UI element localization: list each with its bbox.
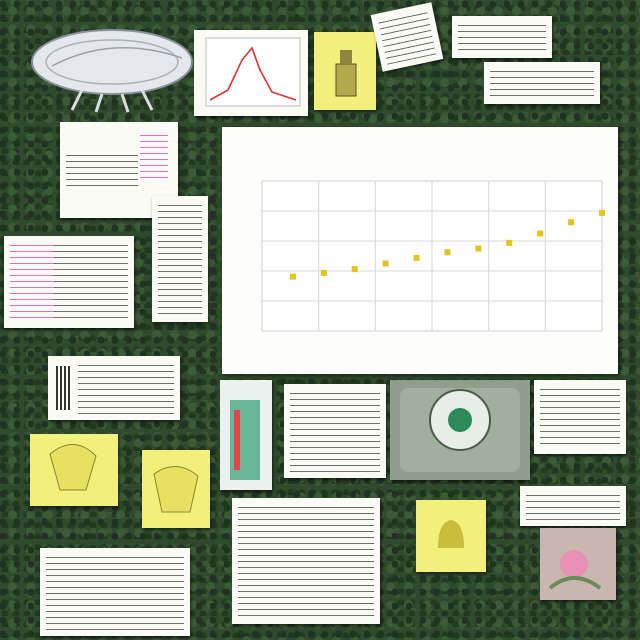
plant-icon <box>49 444 97 491</box>
note-card-right <box>484 62 600 104</box>
insect-illustration-icon <box>31 29 193 113</box>
data-point <box>506 239 513 246</box>
data-point <box>382 260 389 267</box>
document-card-bottom-left <box>40 548 190 636</box>
document-card-3 <box>4 236 134 328</box>
data-point <box>568 219 575 226</box>
plant-icon-2 <box>153 466 199 513</box>
device-icon <box>335 50 357 97</box>
document-card-2 <box>152 196 208 322</box>
yellow-bell-card <box>416 500 486 572</box>
data-point <box>413 254 420 261</box>
note-card-top-right <box>452 16 552 58</box>
line-chart-card <box>194 30 308 116</box>
document-card-center <box>284 384 386 478</box>
mini-line-chart <box>205 37 301 107</box>
handheld-scanner-icon <box>390 380 530 480</box>
data-point <box>289 273 296 280</box>
data-point <box>351 266 358 273</box>
scatter-chart <box>261 180 605 332</box>
data-point <box>475 245 482 252</box>
photo-card <box>540 528 616 600</box>
yellow-device-card <box>314 32 376 110</box>
data-point <box>320 269 327 276</box>
bell-icon <box>438 520 464 548</box>
lab-tube-card <box>220 380 272 490</box>
data-point <box>599 209 605 216</box>
data-point <box>444 249 451 256</box>
document-card-center-bottom <box>232 498 380 624</box>
chart-panel <box>222 127 618 374</box>
document-card-right <box>534 380 626 454</box>
flower-photo-icon <box>548 550 602 590</box>
lab-tube-icon <box>230 400 260 480</box>
bar-code-card <box>48 356 180 420</box>
document-card-right-lower <box>520 486 626 526</box>
data-point <box>537 230 544 237</box>
yellow-plant-card-2 <box>142 450 210 528</box>
yellow-plant-card-1 <box>30 434 118 506</box>
